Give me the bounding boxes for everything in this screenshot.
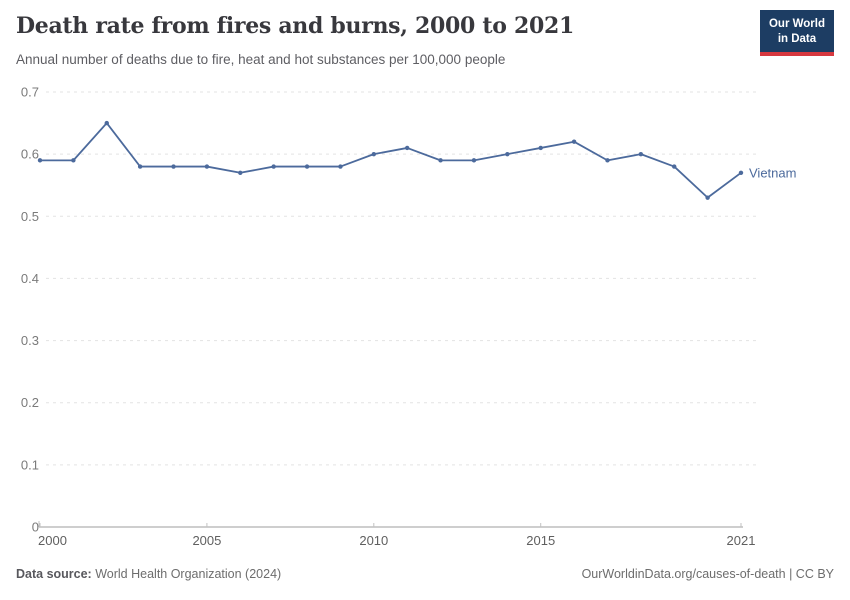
data-point-2010[interactable] [371,151,377,157]
chart-subtitle: Annual number of deaths due to fire, hea… [16,52,506,67]
y-axis-tick-label: 0.3 [21,333,39,348]
attribution: OurWorldinData.org/causes-of-death | CC … [581,567,834,581]
owid-logo-line2: in Data [777,32,817,45]
x-axis-tick-label: 2000 [38,533,67,548]
data-point-2001[interactable] [71,158,76,163]
owid-logo-line1: Our World [768,18,825,30]
data-point-2012[interactable] [438,158,443,163]
data-point-2014[interactable] [505,151,510,157]
y-axis-tick-label: 0.6 [21,147,39,162]
data-point-2009[interactable] [338,164,343,169]
data-point-2016[interactable] [571,139,577,144]
data-point-2019[interactable] [672,164,677,169]
y-axis-tick-label: 0.7 [21,85,39,100]
data-point-2017[interactable] [605,158,610,163]
x-axis-tick-label: 2015 [526,533,555,548]
chart-footer: Data source: World Health Organization (… [16,567,834,581]
data-point-2015[interactable] [538,145,543,151]
x-axis-tick-label: 2010 [359,533,388,548]
data-source-label: Data source: [16,567,92,581]
x-axis-tick-label: 2005 [192,533,221,548]
data-point-2000[interactable] [37,158,43,163]
y-axis-tick-label: 0.4 [21,271,39,286]
data-point-2005[interactable] [204,164,210,169]
data-point-2020[interactable] [705,195,710,200]
line-series [39,122,742,199]
data-point-2008[interactable] [304,164,310,169]
y-axis-tick-label: 0.1 [21,457,39,472]
data-point-2003[interactable] [137,164,143,169]
owid-logo: Our World in Data [759,10,834,56]
page-title: Death rate from fires and burns, 2000 to… [16,13,575,39]
data-point-2006[interactable] [238,170,243,175]
data-point-2013[interactable] [471,158,477,163]
series-entity-label[interactable]: Vietnam [749,165,796,180]
data-source-value: World Health Organization (2024) [95,567,282,581]
y-axis-tick-label: 0 [32,520,39,535]
x-axis-tick-label: 2021 [727,533,756,548]
data-source: Data source: World Health Organization (… [16,567,281,581]
y-axis-tick-label: 0.5 [21,209,39,224]
data-point-2004[interactable] [171,164,176,169]
data-point-2011[interactable] [404,145,410,151]
data-point-2021[interactable] [738,170,744,175]
data-point-2018[interactable] [638,151,644,157]
y-axis-tick-label: 0.2 [21,395,39,410]
data-point-2007[interactable] [271,164,276,169]
data-point-2002[interactable] [104,120,109,126]
